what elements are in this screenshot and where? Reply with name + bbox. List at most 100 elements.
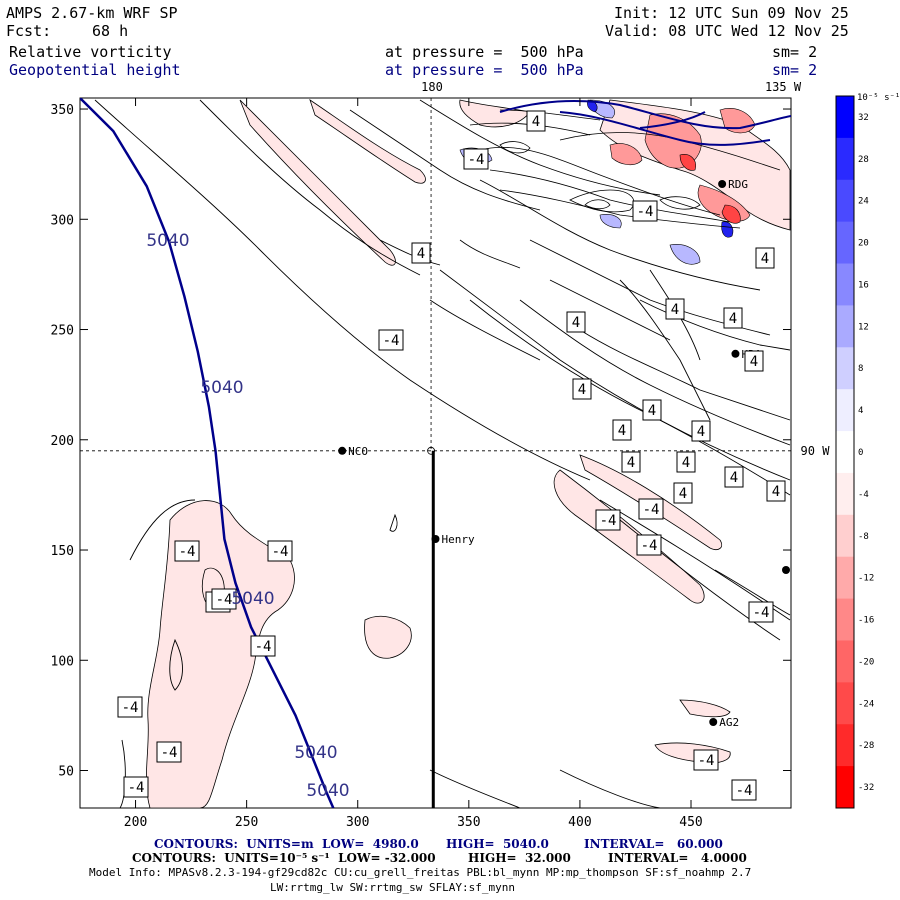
model-info-2: LW:rrtmg_lw SW:rrtmg_sw SFLAY:sf_mynn	[270, 881, 516, 894]
vorticity-label: -4	[383, 333, 400, 349]
vorticity-label-box	[526, 110, 546, 132]
colorbar-tick-label: 32	[858, 113, 869, 123]
vorticity-label: -4	[736, 783, 753, 799]
intense-negative-vorticity	[679, 154, 741, 224]
contours-vorticity-info: CONTOURS: UNITS=10⁻⁵ s⁻¹ LOW= -32.000	[132, 851, 436, 865]
station-dot	[718, 179, 727, 188]
colorbar-tick-label: -4	[858, 490, 869, 500]
field1-smoothing: sm= 2	[772, 43, 818, 61]
colorbar-segment	[836, 179, 854, 223]
vorticity-label-box	[665, 298, 685, 320]
colorbar-segment	[836, 96, 854, 139]
y-tick-label: 150	[51, 544, 74, 559]
colorbar-tick-label: -8	[858, 532, 869, 542]
colorbar-segment	[836, 472, 854, 516]
x-axis-ticks: 200 250 300 350 400 450	[124, 98, 703, 830]
vorticity-label-box	[673, 482, 693, 504]
vorticity-label-box	[636, 534, 662, 556]
colorbar-tick-label: 8	[858, 364, 863, 374]
x-tick-label: 300	[346, 815, 369, 830]
vorticity-label: -4	[216, 592, 233, 608]
x-tick-label: 250	[235, 815, 258, 830]
colorbar-segment	[836, 682, 854, 725]
vorticity-label-box	[411, 242, 431, 264]
init-time: Init: 12 UTC Sun 09 Nov 25	[614, 4, 849, 22]
vorticity-label-box	[463, 148, 489, 170]
colorbar-tick-label: -16	[858, 616, 874, 626]
x-tick-label: 400	[568, 815, 591, 830]
vorticity-label-box	[267, 540, 293, 562]
lat-90w-label: 90 W	[801, 444, 831, 458]
vorticity-label-box	[632, 200, 658, 222]
colorbar-segment	[836, 137, 854, 181]
colorbar-tick-label: 16	[858, 280, 869, 290]
model-info: Model Info: MPASv8.2.3-194-gf29cd82c CU:…	[89, 866, 752, 879]
vorticity-label-box	[123, 776, 149, 798]
y-tick-label: 50	[58, 765, 74, 780]
vorticity-label: 4	[648, 403, 656, 419]
lon-180-label: 180	[421, 80, 443, 94]
colorbar-tick-label: -20	[858, 657, 874, 667]
vorticity-label-box	[117, 696, 143, 718]
vorticity-label: -4	[468, 152, 485, 168]
crosshair-center	[427, 446, 435, 455]
vorticity-label: 4	[618, 423, 626, 439]
colorbar-segment	[836, 724, 854, 767]
vorticity-label: -4	[179, 544, 196, 560]
vorticity-label: -4	[637, 204, 654, 220]
colorbar-segment	[836, 431, 854, 474]
vorticity-label-box	[638, 498, 664, 520]
station-dot	[709, 718, 718, 727]
vorticity-label: -4	[128, 780, 145, 796]
station-label: Henry	[442, 533, 475, 546]
field2-name: Geopotential height	[9, 61, 181, 79]
y-axis-ticks: 350 300 250 200 150 100 50	[51, 103, 791, 780]
vorticity-label-box	[612, 419, 632, 441]
colorbar-tick-label: -12	[858, 574, 874, 584]
colorbar-tick-label: 4	[858, 406, 863, 416]
station-label: AG2	[719, 716, 739, 729]
height-label: 5040	[200, 378, 243, 398]
vorticity-label-box	[744, 350, 764, 372]
contours-vorticity-high: HIGH= 32.000	[468, 851, 571, 865]
vorticity-label-box	[572, 378, 592, 400]
vorticity-label-box	[156, 741, 182, 763]
vorticity-label: -4	[641, 538, 658, 554]
contours-height-high: HIGH= 5040.0	[446, 837, 549, 851]
vorticity-label: 4	[679, 486, 687, 502]
field2-smoothing: sm= 2	[772, 61, 818, 79]
vorticity-label: 4	[750, 354, 758, 370]
contours-height-interval: INTERVAL= 60.000	[584, 837, 723, 851]
height-contours-secondary	[499, 100, 791, 146]
x-tick-label: 200	[124, 815, 147, 830]
colorbar-tick-label: 0	[858, 448, 863, 458]
vorticity-label-box	[621, 451, 641, 473]
height-contour-5040	[80, 98, 335, 808]
field1-level: at pressure = 500 hPa	[385, 43, 584, 61]
colorbar-segment	[836, 766, 854, 809]
colorbar-segment	[836, 263, 854, 306]
colorbar-segment	[836, 556, 854, 600]
valid-time: Valid: 08 UTC Wed 12 Nov 25	[605, 22, 849, 40]
x-tick-label: 350	[457, 815, 480, 830]
colorbar-segment	[836, 598, 854, 641]
vorticity-label: -4	[753, 605, 770, 621]
colorbar-segment	[836, 389, 854, 432]
vorticity-label-box	[595, 509, 621, 531]
colorbar-tick-label: 24	[858, 197, 869, 207]
vorticity-label: 4	[729, 311, 737, 327]
colorbar-unit: 10⁻⁵ s⁻¹	[857, 93, 900, 103]
vorticity-label-box	[724, 466, 744, 488]
vorticity-label: 4	[627, 455, 635, 471]
y-tick-label: 250	[51, 324, 74, 339]
vorticity-label: 4	[532, 114, 540, 130]
vorticity-label-box	[250, 635, 276, 657]
vorticity-label: 4	[772, 484, 780, 500]
colorbar	[835, 95, 855, 809]
vorticity-label: 4	[761, 251, 769, 267]
vorticity-contour-lines	[94, 99, 791, 808]
colorbar-tick-label: 20	[858, 239, 869, 249]
vorticity-label-box	[731, 779, 757, 801]
vorticity-label-box	[378, 329, 404, 351]
